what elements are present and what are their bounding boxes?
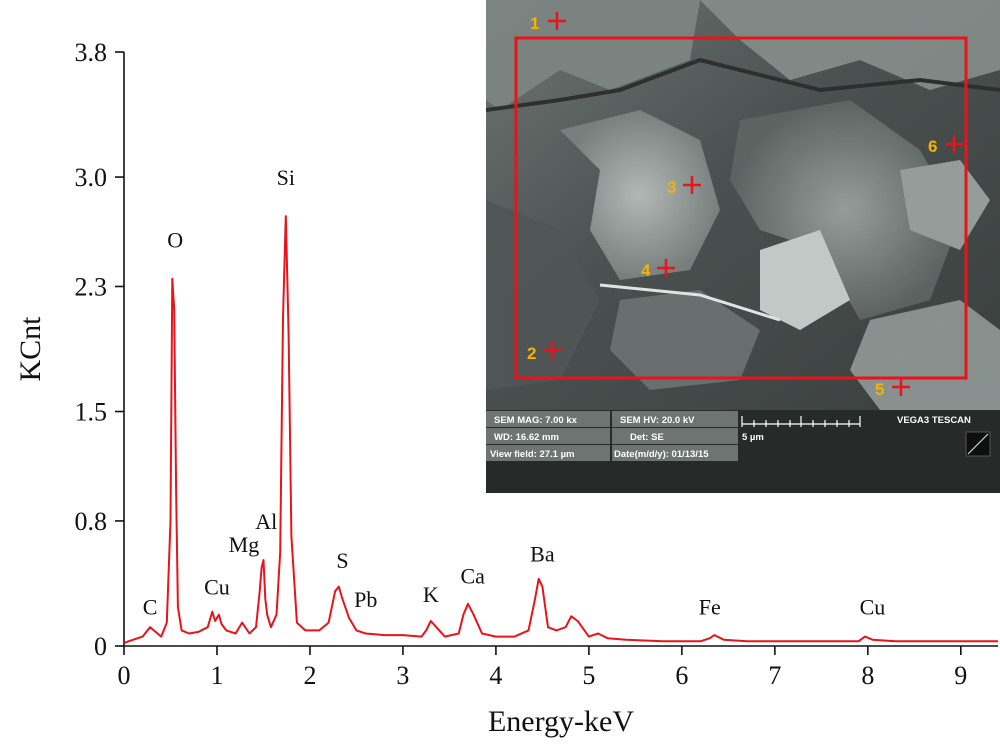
point-marker: 1 bbox=[530, 12, 566, 33]
element-label: Mg bbox=[229, 532, 260, 557]
y-tick-label: 1.5 bbox=[75, 398, 108, 427]
spectrum-series-line bbox=[123, 215, 998, 644]
sem-inset-image: 1 2 3 4 5 6 bbox=[486, 0, 1000, 493]
y-axis: 0 0.8 1.5 2.3 3.0 3.8 bbox=[75, 38, 125, 661]
element-label: Si bbox=[277, 165, 295, 190]
element-label: Pb bbox=[354, 587, 377, 612]
scale-bar bbox=[741, 416, 861, 427]
sem-wd-text: WD: 16.62 mm bbox=[494, 432, 559, 443]
y-tick-label: 3.0 bbox=[75, 163, 108, 192]
svg-text:3: 3 bbox=[667, 178, 676, 197]
element-label: O bbox=[167, 227, 183, 252]
x-tick-label: 3 bbox=[396, 661, 409, 690]
analysis-region-rect bbox=[514, 36, 968, 380]
point-marker: 2 bbox=[527, 341, 561, 363]
y-axis-title: KCnt bbox=[14, 316, 47, 382]
sem-brand-text: VEGA3 TESCAN bbox=[897, 415, 971, 426]
sem-det-text: Det: SE bbox=[630, 432, 664, 443]
element-label: Cu bbox=[204, 574, 230, 599]
element-label: Cu bbox=[860, 595, 886, 620]
element-label: K bbox=[423, 582, 439, 607]
svg-text:1: 1 bbox=[530, 14, 539, 33]
x-tick-label: 6 bbox=[675, 661, 688, 690]
y-tick-label: 0.8 bbox=[75, 507, 108, 536]
sem-hv-text: SEM HV: 20.0 kV bbox=[620, 415, 695, 426]
element-label: S bbox=[336, 548, 348, 573]
x-tick-label: 0 bbox=[118, 661, 131, 690]
sem-viewfield-text: View field: 27.1 µm bbox=[490, 449, 575, 460]
svg-text:6: 6 bbox=[928, 137, 937, 156]
x-tick-label: 4 bbox=[489, 661, 502, 690]
y-tick-label: 0 bbox=[94, 632, 107, 661]
sem-date-text: Date(m/d/y): 01/13/15 bbox=[614, 449, 709, 460]
point-marker: 6 bbox=[928, 135, 963, 156]
x-tick-label: 1 bbox=[210, 661, 223, 690]
sem-mag-text: SEM MAG: 7.00 kx bbox=[494, 415, 578, 426]
x-tick-label: 7 bbox=[768, 661, 781, 690]
point-marker: 3 bbox=[667, 176, 701, 197]
element-label: Ca bbox=[460, 563, 485, 588]
element-label: C bbox=[143, 595, 158, 620]
y-tick-label: 2.3 bbox=[75, 272, 108, 301]
svg-text:5: 5 bbox=[875, 380, 884, 399]
element-label: Ba bbox=[530, 542, 555, 567]
svg-text:2: 2 bbox=[527, 344, 536, 363]
y-tick-label: 3.8 bbox=[75, 38, 108, 67]
x-axis-title: Energy-keV bbox=[488, 705, 634, 738]
x-axis: 0 1 2 3 4 5 6 7 8 9 bbox=[118, 645, 998, 690]
element-label: Fe bbox=[699, 595, 721, 620]
sem-info-bar: SEM MAG: 7.00 kx SEM HV: 20.0 kV WD: 16.… bbox=[486, 410, 1000, 493]
x-tick-label: 9 bbox=[954, 661, 967, 690]
element-label: Al bbox=[255, 509, 277, 534]
x-tick-label: 8 bbox=[861, 661, 874, 690]
scale-bar-label: 5 µm bbox=[742, 432, 764, 443]
point-marker: 4 bbox=[641, 259, 675, 280]
svg-text:4: 4 bbox=[641, 261, 651, 280]
x-tick-label: 5 bbox=[582, 661, 595, 690]
point-marker: 5 bbox=[875, 378, 910, 399]
x-tick-label: 2 bbox=[303, 661, 316, 690]
